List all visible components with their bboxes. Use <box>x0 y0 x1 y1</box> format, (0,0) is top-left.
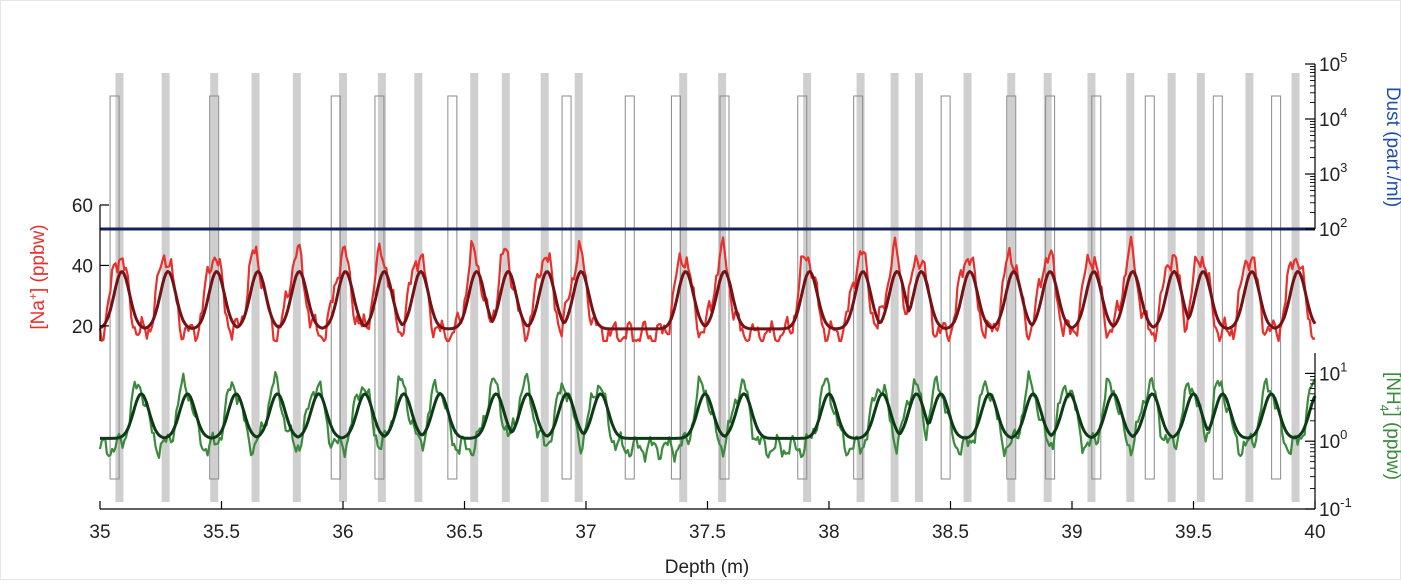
layer-marker-filled <box>501 73 510 502</box>
layer-marker-outline <box>447 95 458 480</box>
layer-marker-filled <box>890 73 899 502</box>
dust-tick-label: 103 <box>1319 160 1347 186</box>
sodium-tick-label: 40 <box>72 256 93 277</box>
layer-marker-filled <box>963 73 972 502</box>
x-axis-label: Depth (m) <box>665 557 749 578</box>
layer-marker-outline <box>561 95 572 480</box>
ammonium-tick-label: 100 <box>1319 427 1347 453</box>
layer-marker-filled <box>574 73 583 502</box>
x-tick-label: 36.5 <box>446 522 483 543</box>
sodium-y-axis-label: [Na+] (ppbw) <box>26 224 49 329</box>
dust-tick-group: 105 104 103 102 <box>1305 50 1347 241</box>
x-tick-label: 37 <box>575 522 596 543</box>
layer-marker-filled <box>470 73 479 502</box>
layer-marker-filled <box>377 73 386 502</box>
x-tick-label: 39 <box>1061 522 1082 543</box>
x-tick-label: 35.5 <box>203 522 240 543</box>
series-layer <box>98 227 1317 463</box>
layer-marker-filled <box>1291 73 1300 502</box>
dust-tick-label: 104 <box>1319 105 1347 131</box>
layer-marker-outline <box>940 95 951 480</box>
layer-marker-filled <box>339 73 347 502</box>
sodium-tick-label: 60 <box>72 196 93 217</box>
ammonium-tick-label: 101 <box>1319 359 1347 385</box>
dust-y-axis-label: Dust (part./ml) <box>1382 87 1401 207</box>
layer-marker-filled <box>251 73 260 502</box>
x-tick-label: 37.5 <box>689 522 726 543</box>
layer-marker-filled <box>414 73 423 502</box>
layer-marker-filled <box>540 73 549 502</box>
series-nh4_smooth <box>100 392 1317 440</box>
layer-marker-filled <box>1007 73 1016 502</box>
layer-marker-outline <box>853 95 864 480</box>
layer-marker-outline <box>1212 95 1223 480</box>
sodium-tick-label: 20 <box>72 317 93 338</box>
layer-marker-filled <box>1043 73 1052 502</box>
x-tick-label: 40 <box>1304 522 1325 543</box>
x-tick-label: 39.5 <box>1175 522 1212 543</box>
layer-marker-filled <box>1167 73 1176 502</box>
x-tick-label: 35 <box>89 522 110 543</box>
sodium-tick-group: 60 40 20 <box>72 196 109 338</box>
dust-tick-label: 105 <box>1319 50 1347 76</box>
layer-marker-filled <box>1196 73 1205 502</box>
ammonium-y-axis-label: [NH+4] (ppbw) <box>1377 372 1401 480</box>
layer-marker-outline <box>624 95 635 480</box>
layer-marker-filled <box>1245 73 1254 502</box>
ammonium-tick-group: 101 100 10-1 <box>1305 359 1352 521</box>
series-nh4_raw <box>98 370 1316 463</box>
layer-marker-outline <box>1271 95 1282 480</box>
x-tick-label: 38.5 <box>932 522 969 543</box>
layer-marker-filled <box>210 73 219 502</box>
layer-marker-filled <box>1126 73 1135 502</box>
dust-tick-label: 102 <box>1319 215 1347 241</box>
x-tick-label: 36 <box>332 522 353 543</box>
layer-marker-filled <box>679 73 688 502</box>
layer-marker-filled <box>718 73 727 502</box>
layer-marker-outline <box>1144 95 1155 480</box>
x-tick-label: 38 <box>818 522 839 543</box>
layer-marker-filled <box>856 73 865 502</box>
layer-marker-filled <box>161 73 170 502</box>
layer-marker-filled <box>292 73 301 502</box>
ammonium-tick-label: 10-1 <box>1319 495 1352 521</box>
series-na_smooth <box>99 270 1317 331</box>
layer-marker-outline <box>797 95 808 480</box>
layer-marker-filled <box>914 73 923 502</box>
x-tick-group: 35 35.5 36 36.5 37 37.5 38 38.5 39 39.5 40 <box>89 501 1326 543</box>
annual-layer-markers <box>109 73 1300 502</box>
